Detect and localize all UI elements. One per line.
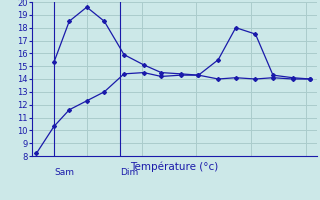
X-axis label: Température (°c): Température (°c) [130,162,219,172]
Text: Dim: Dim [120,168,138,177]
Text: Sam: Sam [54,168,74,177]
